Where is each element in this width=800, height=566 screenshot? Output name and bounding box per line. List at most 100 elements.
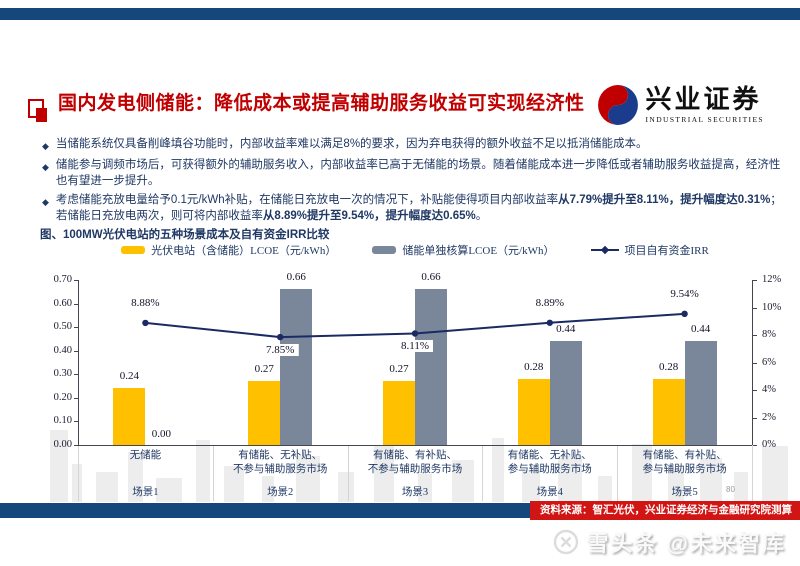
y-axis-tick	[74, 280, 78, 281]
y-axis-tick	[74, 374, 78, 376]
category-separator	[482, 445, 484, 501]
skyline-building	[296, 456, 320, 502]
y-axis-tick	[74, 350, 78, 352]
legend-item-storage-lcoe: 储能单独核算LCOE（元/kWh）	[372, 242, 555, 258]
y-axis-tick-label: 0.30	[53, 368, 72, 380]
category-separator	[617, 445, 619, 501]
page-title: 国内发电侧储能：降低成本或提高辅助服务收益可实现经济性	[58, 93, 585, 114]
bar-storage-lcoe	[280, 289, 313, 445]
y-axis-tick	[753, 307, 757, 309]
y-axis-tick-label: 4%	[762, 384, 776, 395]
bullet-text-3: 考虑储能充放电量给予0.1元/kWh补贴，在储能日充放电一次的情况下，补贴能使得…	[56, 192, 790, 224]
brand-logo: 兴业证券 INDUSTRIAL SECURITIES	[597, 84, 765, 126]
y-axis-tick-label: 8%	[762, 329, 776, 340]
legend-line-marker-icon	[590, 245, 619, 255]
y-axis-tick	[753, 280, 757, 281]
skyline-building	[598, 476, 612, 502]
category-label: 无储能	[78, 449, 213, 463]
category-scene-label: 场景2	[267, 487, 294, 498]
y-axis-tick	[753, 417, 757, 419]
legend-swatch-gray	[372, 246, 397, 254]
source-note: 资料来源：智汇光伏，兴业证券经济与金融研究院测算	[530, 501, 800, 520]
irr-point	[681, 310, 688, 318]
y-axis-right	[752, 280, 753, 445]
irr-value-label: 8.88%	[131, 296, 160, 309]
y-axis-tick	[753, 362, 757, 364]
skyline-building	[734, 472, 748, 502]
bar-pv-lcoe	[383, 381, 415, 445]
category-label-line: 有储能、无补贴、	[507, 450, 592, 461]
y-axis-tick-label: 2%	[762, 411, 776, 423]
bar-pv-lcoe	[248, 381, 281, 445]
bar-value-label: 0.44	[556, 323, 576, 336]
y-axis-tick	[74, 397, 78, 399]
bullet-item-1: ◆ 当储能系统仅具备削峰填谷功能时，内部收益率难以满足8%的要求，因为弃电获得的…	[40, 136, 790, 154]
bar-pv-lcoe	[517, 379, 550, 445]
y-axis-tick	[74, 327, 78, 329]
bar-value-label: 0.27	[389, 363, 409, 376]
diamond-bullet-icon: ◆	[42, 141, 49, 151]
brand-swirl-icon	[597, 85, 638, 125]
category-separator	[347, 445, 349, 501]
category-label-line: 有储能、有补贴、	[642, 450, 727, 461]
irr-point	[142, 319, 149, 327]
category-scene-label: 场景3	[401, 487, 429, 498]
category-label: 有储能、有补贴、 不参与辅助服务市场	[348, 449, 483, 477]
skyline-building	[418, 474, 432, 502]
y-axis-tick-label: 0.10	[53, 415, 72, 427]
title-marker-icon	[28, 99, 52, 125]
bar-storage-lcoe	[549, 341, 582, 445]
bar-pv-lcoe	[652, 379, 685, 445]
y-axis-tick	[74, 421, 78, 423]
y-axis-left	[78, 280, 79, 445]
brand-subtitle: INDUSTRIAL SECURITIES	[645, 115, 764, 124]
skyline-building	[262, 476, 274, 502]
skyline-building	[558, 456, 582, 502]
skyline-building	[762, 446, 788, 502]
irr-value-label: 7.85%	[261, 344, 299, 357]
irr-value-label: 8.89%	[535, 296, 565, 309]
x-axis	[78, 445, 752, 446]
category-label-line: 有储能、有补贴、	[372, 450, 457, 461]
legend-item-pv-lcoe: 光伏电站（含储能）LCOE（元/kWh）	[121, 242, 336, 258]
brand-name: 兴业证券	[645, 85, 762, 114]
y-axis-tick	[753, 335, 757, 336]
y-axis-tick-label: 0.70	[53, 274, 72, 285]
skyline-building	[522, 470, 540, 502]
skyline-building	[492, 438, 504, 502]
bullet-text-2: 储能参与调频市场后，可获得额外的辅助服务收入，内部收益率已高于无储能的场景。随着…	[55, 159, 781, 187]
diamond-bullet-icon: ◆	[42, 162, 49, 172]
category-scene-label: 场景1	[132, 487, 159, 498]
category-label: 有储能、有补贴、 参与辅助服务市场	[617, 449, 752, 477]
y-axis-tick-label: 0.20	[53, 391, 72, 403]
skyline-building	[96, 472, 118, 502]
bullet-item-3: ◆ 考虑储能充放电量给予0.1元/kWh补贴，在储能日充放电一次的情况下，补贴能…	[40, 192, 790, 224]
skyline-building	[632, 444, 652, 502]
irr-value-label: 9.54%	[670, 287, 699, 300]
y-axis-tick	[753, 445, 757, 446]
category-label-line: 有储能、无补贴、	[238, 450, 323, 461]
bar-value-label: 0.27	[254, 363, 274, 376]
figure-title: 图、100MW光伏电站的五种场景成本及自有资金IRR比较	[40, 229, 330, 241]
category-label-line: 不参与辅助服务市场	[367, 464, 463, 475]
bar-storage-lcoe	[684, 341, 717, 445]
category-label: 有储能、无补贴、 参与辅助服务市场	[482, 449, 617, 477]
skyline-building	[50, 430, 68, 502]
chart-legend: 光伏电站（含储能）LCOE（元/kWh） 储能单独核算LCOE（元/kWh） 项…	[70, 242, 760, 258]
bar-value-label: 0.28	[524, 361, 544, 373]
bar-value-label: 0.00	[151, 428, 172, 440]
skyline-building	[196, 440, 210, 502]
irr-line	[142, 310, 688, 341]
y-axis-tick	[753, 390, 757, 391]
category-label-line: 参与辅助服务市场	[507, 464, 592, 475]
skyline-building	[374, 446, 394, 502]
skyline-building	[700, 458, 722, 502]
legend-swatch-yellow	[121, 246, 146, 254]
bar-value-label: 0.44	[690, 323, 711, 336]
skyline-building	[224, 466, 244, 502]
category-label-line: 无储能	[129, 450, 162, 461]
y-axis-tick-label: 10%	[762, 301, 782, 313]
bullet3-normal-3: 。	[475, 210, 488, 222]
